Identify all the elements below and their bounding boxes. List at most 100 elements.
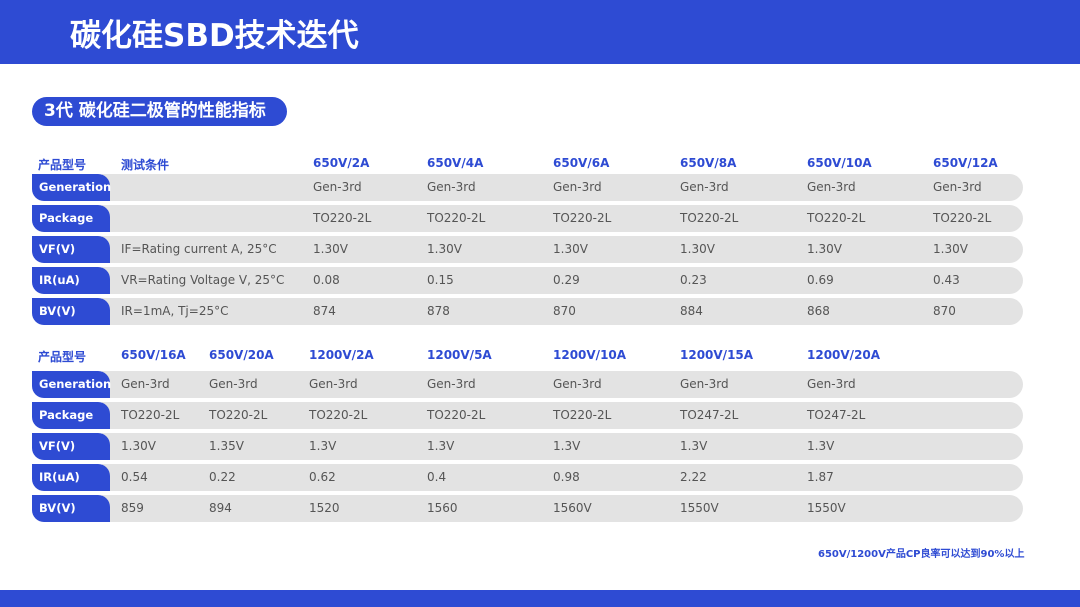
table-cell: 868 — [807, 304, 830, 318]
header-bar — [0, 0, 1080, 64]
table-cell: Gen-3rd — [121, 377, 170, 391]
table-cell: IF=Rating current A, 25°C — [121, 242, 277, 256]
table-cell: Gen-3rd — [553, 180, 602, 194]
column-header: 650V/10A — [807, 156, 872, 170]
table-row: Package TO220-2L TO220-2L TO220-2L TO220-2L T… — [32, 402, 1023, 429]
row-label: VF(V) — [32, 433, 110, 460]
table-cell: 1.3V — [553, 439, 581, 453]
row-label: Package — [32, 205, 110, 232]
row-background — [102, 433, 1023, 460]
footer-bar — [0, 590, 1080, 607]
row-background — [102, 267, 1023, 294]
table-cell: Gen-3rd — [807, 377, 856, 391]
table-cell: 0.4 — [427, 470, 447, 484]
table-cell: Gen-3rd — [427, 180, 476, 194]
table-cell: 870 — [933, 304, 956, 318]
column-header: 产品型号 — [38, 158, 87, 172]
table-cell: TO220-2L — [427, 211, 486, 225]
table-cell: 1.30V — [427, 242, 462, 256]
column-header: 1200V/2A — [309, 348, 374, 362]
table-cell: 0.22 — [209, 470, 236, 484]
table-cell: 0.54 — [121, 470, 148, 484]
column-header: 650V/4A — [427, 156, 484, 170]
column-header: 产品型号 — [38, 350, 87, 364]
table-cell: TO220-2L — [313, 211, 372, 225]
table-cell: TO220-2L — [427, 408, 486, 422]
table-cell: Gen-3rd — [680, 377, 729, 391]
section-title: 3代 碳化硅二极管的性能指标 — [32, 97, 287, 126]
column-header: 650V/16A — [121, 348, 186, 362]
table-cell: TO220-2L — [680, 211, 739, 225]
table-cell: TO220-2L — [807, 211, 866, 225]
table-cell: 878 — [427, 304, 450, 318]
table-row: Generation Gen-3rd Gen-3rd Gen-3rd Gen-3rd Ge… — [32, 371, 1023, 398]
table-cell: 1.3V — [309, 439, 337, 453]
row-background — [102, 495, 1023, 522]
table-cell: 1550V — [807, 501, 846, 515]
table-cell: 1.87 — [807, 470, 834, 484]
table-cell: TO220-2L — [553, 211, 612, 225]
table-cell: Gen-3rd — [933, 180, 982, 194]
column-header: 650V/6A — [553, 156, 610, 170]
row-label: VF(V) — [32, 236, 110, 263]
table-cell: TO220-2L — [933, 211, 992, 225]
table-cell: 1.30V — [553, 242, 588, 256]
table-cell: Gen-3rd — [807, 180, 856, 194]
row-label: IR(uA) — [32, 267, 110, 294]
table-cell: 0.29 — [553, 273, 580, 287]
column-header: 650V/20A — [209, 348, 274, 362]
column-header: 1200V/20A — [807, 348, 881, 362]
column-header: 1200V/10A — [553, 348, 627, 362]
table-cell: 0.23 — [680, 273, 707, 287]
row-background — [102, 464, 1023, 491]
table-cell: IR=1mA, Tj=25°C — [121, 304, 229, 318]
table-cell: TO220-2L — [309, 408, 368, 422]
table-cell: 0.98 — [553, 470, 580, 484]
table-cell: 0.62 — [309, 470, 336, 484]
table-cell: 1.30V — [680, 242, 715, 256]
table-cell: Gen-3rd — [680, 180, 729, 194]
row-background — [102, 371, 1023, 398]
table-row: Generation Gen-3rd Gen-3rd Gen-3rd Gen-3rd Ge… — [32, 174, 1023, 201]
table-cell: Gen-3rd — [313, 180, 362, 194]
table-cell: 1.30V — [121, 439, 156, 453]
table-cell: 870 — [553, 304, 576, 318]
column-header: 650V/12A — [933, 156, 998, 170]
table-cell: VR=Rating Voltage V, 25°C — [121, 273, 285, 287]
table-cell: TO247-2L — [680, 408, 739, 422]
row-background — [102, 236, 1023, 263]
table-cell: 0.69 — [807, 273, 834, 287]
table-cell: 1520 — [309, 501, 340, 515]
table-cell: 1.30V — [807, 242, 842, 256]
table-cell: 874 — [313, 304, 336, 318]
row-label: BV(V) — [32, 298, 110, 325]
row-label: Generation — [32, 371, 111, 398]
table-row: VF(V) 1.30V 1.35V 1.3V 1.3V 1.3V 1.3V 1.3V — [32, 433, 1023, 460]
table-cell: 1.30V — [933, 242, 968, 256]
table-cell: 0.08 — [313, 273, 340, 287]
table-cell: 1.3V — [427, 439, 455, 453]
table-cell: TO220-2L — [209, 408, 268, 422]
row-background — [102, 174, 1023, 201]
table-row: IR(uA) VR=Rating Voltage V, 25°C 0.08 0.15 0… — [32, 267, 1023, 294]
table-cell: 1.3V — [680, 439, 708, 453]
table-cell: 0.43 — [933, 273, 960, 287]
table-cell: 1550V — [680, 501, 719, 515]
column-header: 1200V/5A — [427, 348, 492, 362]
table-cell: TO247-2L — [807, 408, 866, 422]
table-row: VF(V) IF=Rating current A, 25°C 1.30V 1.30V… — [32, 236, 1023, 263]
table-cell: 1560 — [427, 501, 458, 515]
row-background — [102, 205, 1023, 232]
row-background — [102, 298, 1023, 325]
table-cell: 1.30V — [313, 242, 348, 256]
table-cell: 1.3V — [807, 439, 835, 453]
table-cell: 884 — [680, 304, 703, 318]
row-background — [102, 402, 1023, 429]
row-label: Generation — [32, 174, 111, 201]
row-label: IR(uA) — [32, 464, 110, 491]
table-cell: 1.35V — [209, 439, 244, 453]
table-cell: Gen-3rd — [309, 377, 358, 391]
table-cell: 0.15 — [427, 273, 454, 287]
yield-note: 650V/1200V产品CP良率可以达到90%以上 — [818, 549, 1025, 560]
table-cell: 1560V — [553, 501, 592, 515]
